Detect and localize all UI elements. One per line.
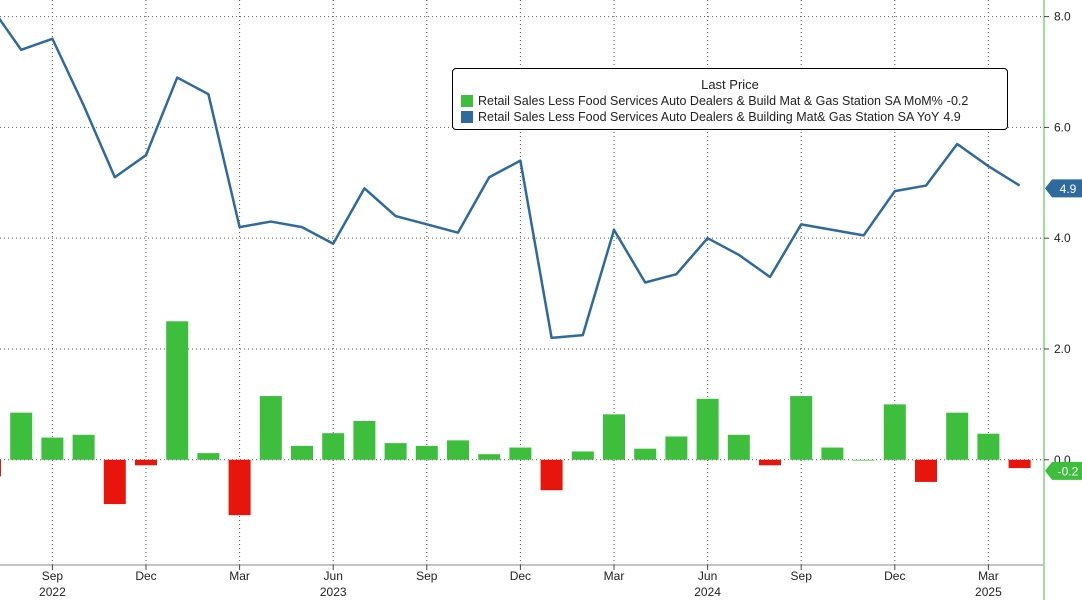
- mom-bar: [883, 404, 906, 460]
- mom-bar: [509, 447, 532, 460]
- mom-bar: [977, 433, 1000, 460]
- x-year-label: 2025: [975, 585, 1002, 599]
- legend-value-yoy: 4.9: [943, 110, 961, 124]
- yoy-last-badge-shape: [1045, 179, 1082, 198]
- x-tick-label: Sep: [42, 569, 64, 583]
- mom-last-badge-text: -0.2: [1058, 464, 1079, 478]
- mom-bar: [415, 445, 438, 460]
- x-tick-label: Mar: [604, 569, 625, 583]
- y-tick-label: 2.0: [1054, 342, 1071, 356]
- x-tick-label: Mar: [229, 569, 250, 583]
- legend-item-mom: Retail Sales Less Food Services Auto Dea…: [461, 93, 999, 109]
- x-year-label: 2022: [39, 585, 66, 599]
- mom-bars: [0, 321, 1031, 516]
- legend-label-yoy: Retail Sales Less Food Services Auto Dea…: [478, 110, 940, 124]
- mom-bar: [322, 433, 345, 460]
- x-tick-label: Jun: [698, 569, 717, 583]
- mom-bar: [915, 459, 937, 482]
- legend-label-mom: Retail Sales Less Food Services Auto Dea…: [478, 94, 943, 108]
- x-tick-label: Dec: [135, 569, 156, 583]
- mom-bar: [353, 420, 376, 460]
- mom-bar: [759, 459, 781, 466]
- mom-bar: [478, 454, 501, 460]
- legend-item-yoy: Retail Sales Less Food Services Auto Dea…: [461, 109, 999, 125]
- mom-bar: [228, 459, 251, 516]
- legend-swatch-yoy: [461, 111, 473, 123]
- mom-bar: [166, 321, 189, 460]
- mom-bar: [447, 440, 469, 460]
- yoy-line-layer: [0, 17, 1021, 340]
- mom-last-badge-shape: [1045, 461, 1082, 480]
- mom-bar: [852, 459, 875, 461]
- y-tick-label: 8.0: [1054, 10, 1071, 24]
- mom-bar: [0, 459, 1, 477]
- mom-bar: [634, 448, 657, 460]
- yoy-line: [0, 17, 1021, 340]
- mom-bar: [103, 459, 126, 505]
- mom-bar: [821, 447, 844, 460]
- last-value-badges: 4.9 -0.2: [1045, 179, 1082, 480]
- mom-bar: [727, 434, 750, 460]
- x-tick-label: Sep: [791, 569, 813, 583]
- y-tick-label: 6.0: [1054, 120, 1071, 134]
- mom-bar: [135, 459, 157, 466]
- mom-bar: [790, 396, 813, 460]
- x-tick-label: Jun: [324, 569, 343, 583]
- mom-bar: [10, 412, 33, 460]
- legend: Last Price Retail Sales Less Food Servic…: [452, 68, 1008, 130]
- mom-bar: [696, 398, 719, 460]
- mom-bar: [41, 437, 64, 460]
- mom-bar: [540, 459, 563, 491]
- mom-bar: [259, 396, 282, 460]
- mom-bar: [384, 443, 407, 460]
- x-year-label: 2024: [694, 585, 721, 599]
- mom-bar: [946, 412, 969, 460]
- mom-bar: [1008, 459, 1031, 469]
- mom-bar: [603, 414, 625, 460]
- mom-bar: [72, 434, 95, 460]
- legend-value-mom: -0.2: [946, 94, 969, 108]
- legend-title: Last Price: [701, 77, 759, 92]
- x-tick-label: Sep: [416, 569, 438, 583]
- yoy-last-badge-text: 4.9: [1060, 182, 1077, 196]
- x-tick-label: Mar: [978, 569, 999, 583]
- y-tick-label: 4.0: [1054, 231, 1071, 245]
- y-axis: 8.06.04.02.00.0: [1043, 0, 1071, 600]
- mom-bar: [291, 445, 313, 460]
- mom-bar: [665, 436, 688, 460]
- x-year-label: 2023: [320, 585, 347, 599]
- mom-bar: [571, 451, 594, 460]
- x-axis: Sep Dec Mar Jun Sep Dec Mar Jun Sep Dec Mar 2022 202…: [0, 564, 1043, 599]
- mom-bar: [197, 453, 220, 460]
- x-tick-label: Dec: [510, 569, 531, 583]
- x-tick-label: Dec: [884, 569, 905, 583]
- legend-swatch-mom: [461, 95, 473, 107]
